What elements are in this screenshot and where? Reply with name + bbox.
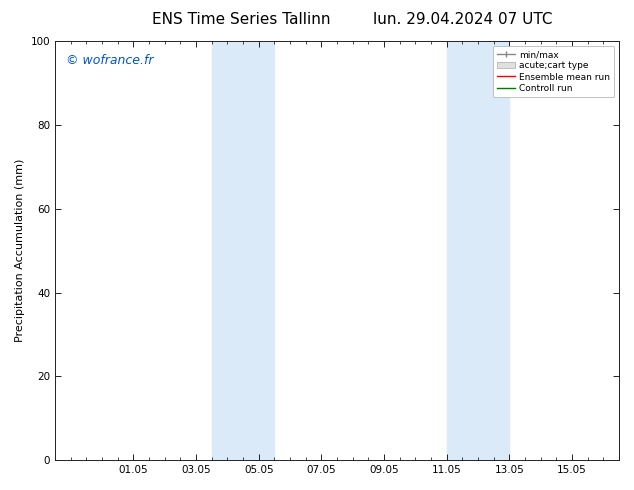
Legend: min/max, acute;cart type, Ensemble mean run, Controll run: min/max, acute;cart type, Ensemble mean … bbox=[493, 46, 614, 98]
Text: © wofrance.fr: © wofrance.fr bbox=[67, 53, 154, 67]
Text: ENS Time Series Tallinn: ENS Time Series Tallinn bbox=[152, 12, 330, 27]
Text: lun. 29.04.2024 07 UTC: lun. 29.04.2024 07 UTC bbox=[373, 12, 553, 27]
Y-axis label: Precipitation Accumulation (mm): Precipitation Accumulation (mm) bbox=[15, 159, 25, 343]
Bar bbox=[212, 41, 275, 460]
Bar bbox=[447, 41, 509, 460]
